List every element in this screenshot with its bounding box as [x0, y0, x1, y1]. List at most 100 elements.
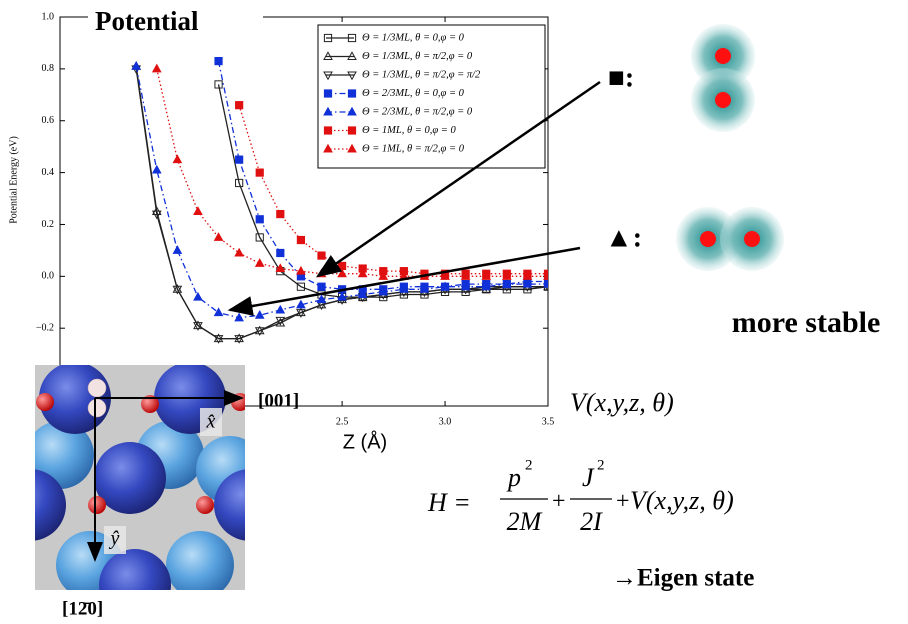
marker	[501, 278, 512, 288]
shape-label: ▲:	[605, 222, 642, 253]
axis-x-label: x̂	[206, 411, 216, 433]
y-tick-label: 0.2	[42, 219, 55, 230]
molecule-atom	[744, 231, 760, 247]
marker	[296, 235, 306, 245]
marker	[275, 263, 286, 273]
potential-function: V(x,y,z, θ)	[570, 388, 674, 417]
legend-label: Θ = 2/3ML, θ = π/2,φ = 0	[362, 106, 473, 117]
marker	[151, 164, 162, 174]
atom-dark	[35, 469, 66, 541]
atom-light	[166, 531, 234, 590]
pointer-arrow	[315, 80, 601, 278]
marker	[357, 268, 368, 278]
atom-oxygen	[88, 496, 106, 514]
axis-label-bg	[104, 526, 126, 554]
marker	[543, 277, 548, 286]
eq-term: 2M	[507, 507, 543, 536]
series-line	[217, 60, 548, 290]
series-line	[156, 68, 548, 277]
marker	[193, 291, 203, 301]
marker	[440, 281, 450, 291]
marker	[316, 294, 327, 304]
axis-y-label: ŷ	[109, 528, 120, 550]
marker	[378, 286, 389, 296]
marker	[347, 33, 357, 43]
molecule-atom	[715, 92, 731, 108]
marker	[235, 101, 244, 110]
plot-frame	[59, 16, 549, 407]
marker	[399, 284, 409, 293]
atom-dark	[94, 442, 166, 514]
marker	[275, 317, 286, 327]
marker	[275, 304, 286, 314]
x-tick-label: 2.5	[336, 416, 349, 427]
marker	[543, 269, 548, 278]
marker	[254, 327, 265, 337]
marker	[296, 282, 306, 291]
marker	[543, 271, 548, 280]
axis-label-bg	[200, 408, 222, 436]
molecule-atom	[715, 48, 731, 64]
eq-term: p	[506, 463, 521, 492]
stable-note: more stable	[732, 306, 881, 339]
eq-lhs: H =	[427, 488, 471, 517]
marker	[347, 126, 357, 135]
legend-label: Θ = 1/3ML, θ = 0,φ = 0	[362, 32, 465, 43]
result-note: →Eigen state	[612, 565, 754, 592]
atom-oxygen	[196, 496, 214, 514]
marker	[193, 320, 203, 330]
marker	[460, 271, 471, 280]
marker	[193, 322, 203, 331]
marker	[501, 271, 512, 280]
marker	[296, 299, 306, 309]
legend-label: Θ = 1ML, θ = 0,φ = 0	[362, 125, 457, 136]
legend-label: Θ = 2/3ML, θ = 0,φ = 0	[362, 88, 465, 99]
marker	[460, 281, 471, 291]
marker	[323, 126, 333, 135]
marker	[213, 335, 224, 344]
marker	[172, 284, 183, 293]
atom-light	[35, 421, 94, 489]
marker	[235, 155, 244, 164]
marker	[337, 291, 347, 301]
marker	[323, 89, 333, 98]
y-axis-label: Potential Energy (eV)	[8, 136, 19, 224]
marker	[357, 289, 368, 298]
marker	[213, 232, 224, 241]
y-tick-label: 0.4	[42, 167, 55, 178]
legend-label: Θ = 1ML, θ = π/2,φ = 0	[362, 143, 465, 154]
marker	[481, 271, 492, 280]
marker	[323, 71, 333, 81]
marker	[543, 278, 548, 288]
marker	[276, 209, 285, 219]
marker	[172, 245, 183, 254]
marker	[481, 281, 492, 291]
atom-oxygen	[231, 393, 245, 411]
marker	[213, 307, 224, 317]
marker	[235, 178, 244, 188]
series-line	[238, 105, 548, 275]
eq-term: V(x,y,z, θ)	[630, 486, 734, 515]
marker	[193, 206, 203, 215]
marker	[347, 71, 357, 81]
marker	[347, 89, 357, 98]
direction-label: [12̄0]	[62, 598, 103, 619]
marker	[337, 261, 347, 271]
marker	[347, 51, 357, 60]
marker	[296, 309, 306, 318]
crystal-atoms	[35, 365, 245, 590]
title-bg	[88, 3, 263, 45]
marker	[323, 51, 333, 60]
y-tick-label: −0.2	[36, 322, 54, 333]
marker	[234, 312, 244, 322]
marker	[323, 143, 333, 153]
pointer-arrow	[227, 246, 581, 316]
marker	[255, 168, 264, 177]
atom-hydrogen	[87, 378, 107, 398]
marker	[522, 278, 533, 288]
marker	[440, 271, 450, 280]
molecule-atom	[700, 231, 716, 247]
marker	[347, 106, 357, 116]
x-tick-label: 3.0	[439, 416, 452, 427]
